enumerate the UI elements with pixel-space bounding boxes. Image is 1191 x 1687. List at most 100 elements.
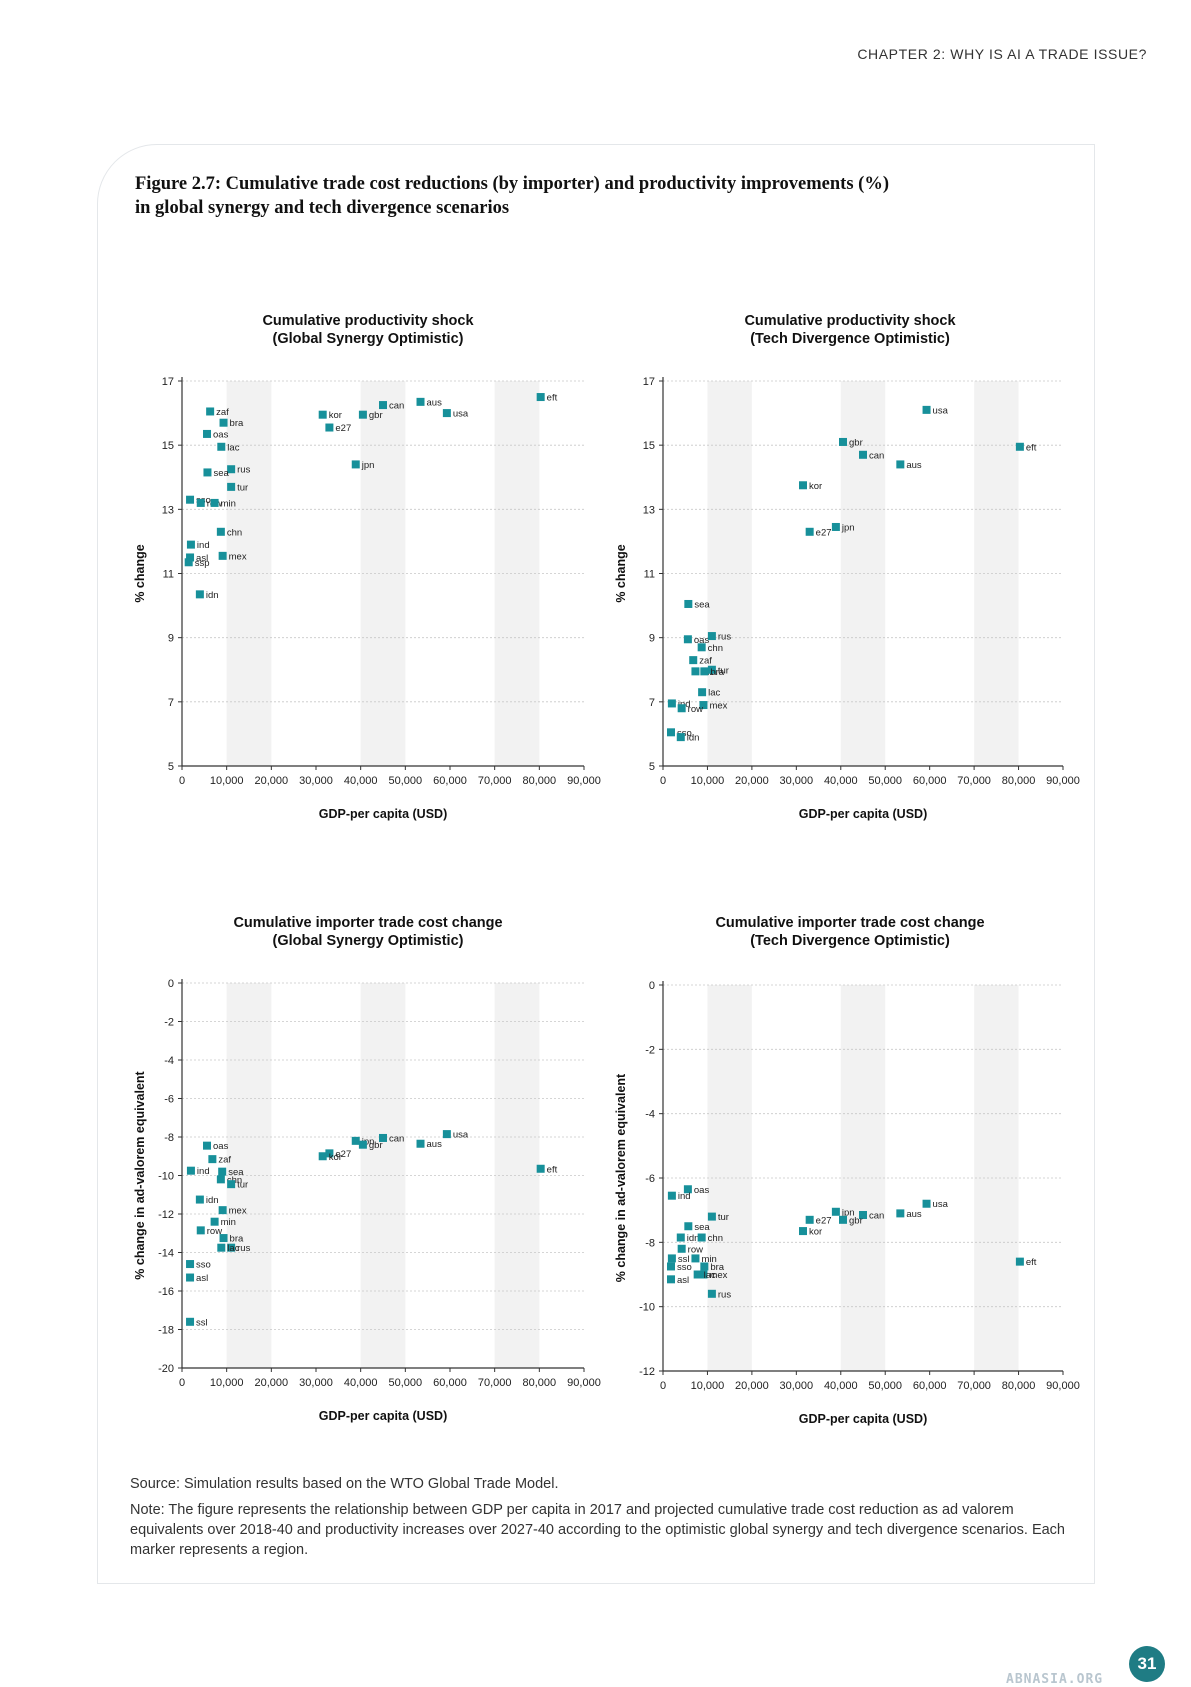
background-band xyxy=(494,983,540,1368)
y-tick-label: 13 xyxy=(643,504,655,516)
data-label-jpn: jpn xyxy=(841,522,855,533)
x-tick-label: 0 xyxy=(660,775,666,787)
y-axis-label: % change in ad-valorem equivalent xyxy=(614,1073,628,1282)
y-tick-label: -2 xyxy=(164,1017,174,1029)
x-tick-label: 10,000 xyxy=(210,775,244,787)
data-label-sea: sea xyxy=(694,1222,710,1233)
data-label-usa: usa xyxy=(453,1130,469,1141)
x-tick-label: 20,000 xyxy=(255,1377,289,1389)
data-point-tur xyxy=(707,665,716,674)
data-label-tur: tur xyxy=(237,482,248,493)
chart-title-line2: (Tech Divergence Optimistic) xyxy=(750,933,950,949)
data-label-asl: asl xyxy=(677,1275,689,1286)
data-point-zaf xyxy=(689,656,698,665)
note-text: Note: The figure represents the relation… xyxy=(130,1502,1065,1558)
data-label-rus: rus xyxy=(237,1243,250,1254)
data-label-eft: eft xyxy=(547,393,558,404)
data-label-sso: sso xyxy=(677,1262,692,1273)
data-label-e27: e27 xyxy=(816,1215,832,1226)
y-tick-label: 13 xyxy=(162,504,174,516)
data-label-sea: sea xyxy=(228,1167,244,1178)
x-tick-label: 20,000 xyxy=(255,775,289,787)
data-label-can: can xyxy=(869,1210,884,1221)
data-point-bra xyxy=(219,418,228,427)
y-tick-label: -4 xyxy=(645,1109,655,1121)
data-label-mex: mex xyxy=(709,701,727,712)
data-label-ssp: ssp xyxy=(195,558,210,569)
y-tick-label: -10 xyxy=(639,1302,655,1314)
x-tick-label: 90,000 xyxy=(1046,1380,1080,1392)
x-tick-label: 30,000 xyxy=(299,775,333,787)
data-label-lac: lac xyxy=(708,688,720,699)
data-label-gbr: gbr xyxy=(369,1140,383,1151)
data-point-sso xyxy=(667,1262,675,1271)
data-point-rus xyxy=(227,1243,236,1252)
x-tick-label: 80,000 xyxy=(523,775,557,787)
x-tick-label: 0 xyxy=(179,775,185,787)
data-point-eft xyxy=(1015,1257,1024,1266)
data-label-oas: oas xyxy=(213,429,229,440)
y-tick-label: -14 xyxy=(158,1248,174,1260)
background-band xyxy=(494,381,540,766)
figure-title-line1: Figure 2.7: Cumulative trade cost reduct… xyxy=(135,174,889,194)
data-point-row xyxy=(677,704,686,713)
data-label-row: row xyxy=(207,1226,222,1237)
data-point-lac xyxy=(693,1270,702,1279)
data-label-aus: aus xyxy=(427,397,443,408)
chart-title-line1: Cumulative productivity shock xyxy=(262,313,474,329)
chart-title-line1: Cumulative importer trade cost change xyxy=(715,915,984,931)
data-label-lac: lac xyxy=(227,442,239,453)
x-tick-label: 40,000 xyxy=(824,775,858,787)
data-point-gbr xyxy=(839,437,847,446)
data-point-sea xyxy=(684,1222,693,1231)
y-tick-label: 11 xyxy=(163,569,174,581)
data-point-sso xyxy=(186,495,195,504)
data-point-gbr xyxy=(839,1215,847,1224)
y-tick-label: -2 xyxy=(645,1044,655,1056)
y-tick-label: 15 xyxy=(162,440,174,452)
data-label-zaf: zaf xyxy=(216,407,229,418)
figure-title: Figure 2.7: Cumulative trade cost reduct… xyxy=(135,172,1035,220)
x-tick-label: 80,000 xyxy=(1002,775,1036,787)
data-point-ssp xyxy=(184,558,193,567)
data-label-min: min xyxy=(221,1217,236,1228)
y-tick-label: 7 xyxy=(168,697,174,709)
figure-frame xyxy=(97,144,1095,1584)
data-point-row xyxy=(196,1226,205,1235)
data-point-chn xyxy=(216,1175,225,1184)
data-point-jpn xyxy=(831,1207,840,1216)
data-label-bra: bra xyxy=(230,1234,244,1245)
y-tick-label: -8 xyxy=(164,1132,174,1144)
x-tick-label: 60,000 xyxy=(913,775,947,787)
data-point-min xyxy=(691,667,700,676)
data-point-oas xyxy=(683,635,692,644)
data-label-lac: lac xyxy=(704,1270,716,1281)
data-label-idn: idn xyxy=(687,1233,700,1244)
data-label-ssl: ssl xyxy=(678,1254,690,1265)
data-point-zaf xyxy=(208,1155,217,1164)
x-tick-label: 10,000 xyxy=(210,1377,244,1389)
data-point-zaf xyxy=(206,407,215,416)
chart-panel-2: 5 7 9 11 13 15 17 0 10,000 20,000 30,000 40,000 50,0… xyxy=(614,313,1080,821)
y-tick-label: 0 xyxy=(649,980,655,992)
data-label-tur: tur xyxy=(718,1212,729,1223)
data-point-e27 xyxy=(805,1215,814,1224)
data-point-gbr xyxy=(358,410,367,419)
data-label-row: row xyxy=(688,704,703,715)
data-label-jpn: jpn xyxy=(361,1136,375,1147)
data-label-usa: usa xyxy=(453,409,469,420)
data-point-asl xyxy=(186,553,195,562)
data-point-usa xyxy=(922,405,931,414)
page-number: 31 xyxy=(1129,1646,1165,1682)
x-tick-label: 30,000 xyxy=(299,1377,333,1389)
data-point-mex xyxy=(699,701,708,710)
data-point-rus xyxy=(707,632,716,641)
data-point-sea xyxy=(218,1167,227,1176)
data-point-aus xyxy=(896,460,905,469)
x-tick-label: 50,000 xyxy=(868,775,902,787)
x-tick-label: 10,000 xyxy=(691,775,725,787)
data-point-bra xyxy=(219,1234,228,1243)
data-point-row xyxy=(677,1244,686,1253)
data-point-aus xyxy=(416,1139,425,1148)
data-point-e27 xyxy=(325,1149,334,1158)
